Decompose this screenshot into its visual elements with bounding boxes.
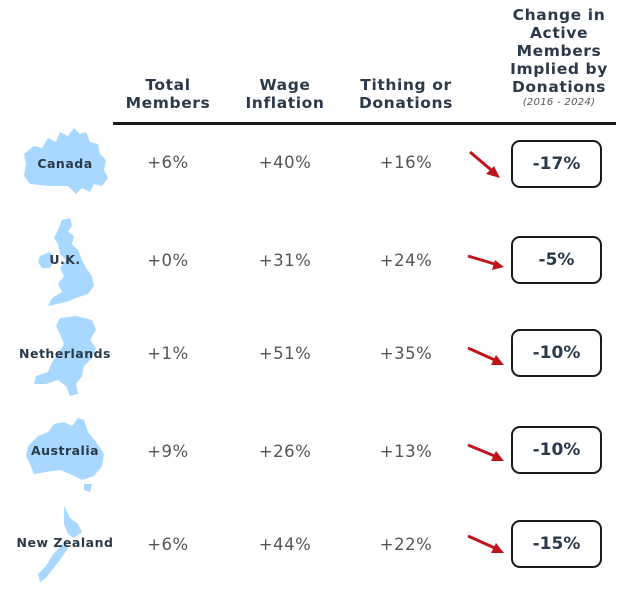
down-arrow-icon [467, 254, 504, 270]
change-value-box: -5% [511, 236, 602, 284]
country-label: Australia [30, 443, 100, 458]
wage-inflation-value: +31% [258, 251, 312, 270]
tithing-value: +16% [379, 153, 433, 172]
header-divider [113, 122, 616, 125]
tithing-value: +24% [379, 251, 433, 270]
down-arrow-icon [467, 443, 504, 461]
header-change-period: (2016 - 2024) [522, 97, 596, 108]
country-label: Netherlands [19, 346, 111, 361]
change-value-box: -10% [511, 426, 602, 474]
down-arrow-icon [467, 534, 504, 553]
change-value-box: -10% [511, 329, 602, 377]
table-row: Netherlands +1% +51% +35% -10% [0, 308, 618, 404]
total-members-value: +6% [147, 153, 189, 172]
country-label: U.K. [49, 252, 81, 267]
wage-inflation-value: +44% [258, 535, 312, 554]
total-members-value: +1% [147, 344, 189, 363]
australia-map-icon [26, 418, 104, 492]
change-value-box: -17% [511, 140, 602, 188]
canada-map-icon [24, 128, 108, 194]
table-row: Canada +6% +40% +16% -17% [0, 116, 618, 212]
down-arrow-icon [469, 150, 500, 178]
header-change: Change in Active Members Implied by Dona… [500, 6, 618, 110]
tithing-value: +22% [379, 535, 433, 554]
tithing-value: +13% [379, 442, 433, 461]
change-value-box: -15% [511, 520, 602, 568]
wage-inflation-value: +51% [258, 344, 312, 363]
header-tithing: Tithing or Donations [358, 76, 454, 112]
uk-map-icon [38, 218, 94, 306]
header-wage-inflation: Wage Inflation [245, 76, 325, 112]
country-label: New Zealand [16, 535, 114, 550]
header-total-members: Total Members [125, 76, 211, 112]
table-row: U.K. +0% +31% +24% -5% [0, 214, 618, 310]
wage-inflation-value: +40% [258, 153, 312, 172]
new-zealand-map-icon [38, 506, 82, 582]
total-members-value: +0% [147, 251, 189, 270]
down-arrow-icon [467, 346, 504, 365]
netherlands-map-icon [34, 316, 96, 396]
country-label: Canada [37, 156, 93, 171]
wage-inflation-value: +26% [258, 442, 312, 461]
total-members-value: +9% [147, 442, 189, 461]
table-row: New Zealand +6% +44% +22% -15% [0, 498, 618, 594]
table-row: Australia +9% +26% +13% -10% [0, 404, 618, 500]
tithing-value: +35% [379, 344, 433, 363]
total-members-value: +6% [147, 535, 189, 554]
